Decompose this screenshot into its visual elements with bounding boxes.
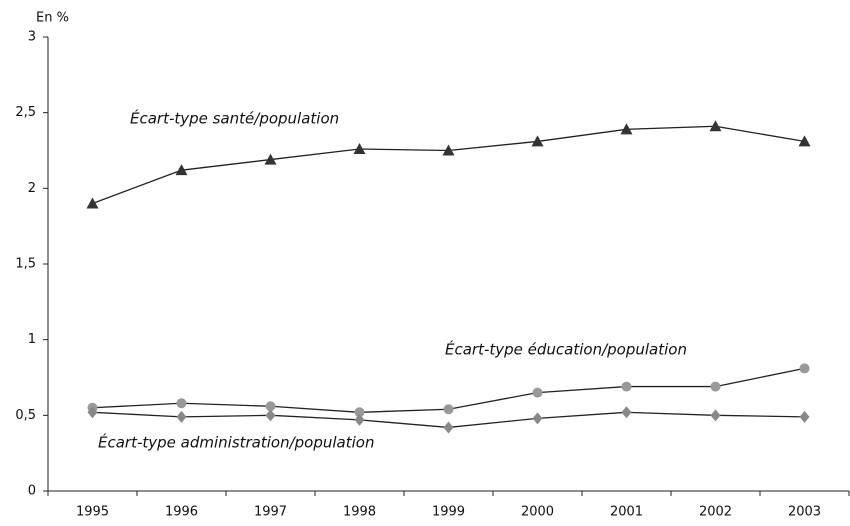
marker <box>176 398 187 409</box>
marker <box>709 120 722 132</box>
series-line <box>92 125 805 205</box>
marker <box>354 407 365 418</box>
marker <box>443 404 454 415</box>
x-tick-label: 2003 <box>788 505 821 520</box>
marker <box>354 413 365 426</box>
marker <box>531 135 544 147</box>
x-tick-label: 2001 <box>610 505 643 520</box>
y-tick-label: 3 <box>28 30 36 45</box>
y-tick-label: 2,5 <box>15 105 36 120</box>
y-tick-label: 1 <box>28 332 36 347</box>
marker <box>175 164 188 176</box>
y-axis-label: En % <box>36 11 69 26</box>
series-annotation: Écart-type administration/population <box>98 433 374 452</box>
series-annotation: Écart-type santé/population <box>130 109 339 128</box>
x-tick-label: 1997 <box>254 505 287 520</box>
marker <box>265 401 276 412</box>
x-tick-label: 1999 <box>432 505 465 520</box>
x-tick-label: 2000 <box>521 505 554 520</box>
marker <box>799 410 810 423</box>
y-tick-label: 0,5 <box>15 408 36 423</box>
x-tick-label: 1998 <box>343 505 376 520</box>
marker <box>799 363 810 374</box>
marker <box>86 197 99 209</box>
marker <box>620 123 633 135</box>
marker <box>87 406 98 419</box>
marker <box>621 381 632 392</box>
marker <box>443 421 454 434</box>
marker <box>353 142 366 154</box>
marker <box>176 410 187 423</box>
marker <box>265 409 276 422</box>
x-tick-label: 1996 <box>165 505 198 520</box>
marker <box>621 406 632 419</box>
marker <box>710 409 721 422</box>
y-tick-label: 1,5 <box>15 257 36 272</box>
y-tick-label: 0 <box>28 484 36 499</box>
marker <box>264 153 277 165</box>
marker <box>710 381 721 392</box>
marker <box>798 135 811 147</box>
marker <box>532 412 543 425</box>
x-tick-label: 2002 <box>699 505 732 520</box>
marker <box>442 144 455 156</box>
marker <box>532 387 543 398</box>
y-tick-label: 2 <box>28 181 36 196</box>
x-tick-label: 1995 <box>76 505 109 520</box>
series-annotation: Écart-type éducation/population <box>445 340 687 359</box>
